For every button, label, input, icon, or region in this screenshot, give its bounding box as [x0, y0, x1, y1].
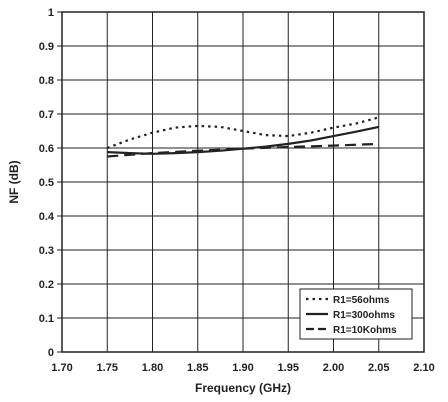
y-tick-labels: 0 0.1 0.2 0.3 0.4 0.5 0.6 0.7 0.8 0.9 1	[39, 7, 55, 359]
x-tick-label: 1.70	[51, 362, 72, 374]
legend: R1=56ohms R1=300ohms R1=10Kohms	[299, 288, 413, 340]
x-axis-title: Frequency (GHz)	[195, 381, 291, 395]
x-tick-label: 2.00	[323, 362, 344, 374]
x-tick-label: 2.10	[413, 362, 434, 374]
series-line-3	[107, 142, 379, 158]
series-group	[106, 116, 379, 158]
x-tick-label: 1.80	[142, 362, 163, 374]
y-tick-label: 0.2	[39, 279, 54, 291]
x-tick-label: 1.90	[232, 362, 253, 374]
x-tick-label: 2.05	[368, 362, 389, 374]
y-tick-label: 0	[48, 347, 54, 359]
y-tick-label: 0.3	[39, 245, 54, 257]
x-tick-label: 1.75	[97, 362, 118, 374]
y-axis-title: NF (dB)	[7, 160, 21, 203]
x-tick-label: 1.85	[187, 362, 208, 374]
series-line-2	[107, 125, 379, 155]
y-tick-label: 0.9	[39, 41, 54, 53]
x-tick-label: 1.95	[278, 362, 299, 374]
y-tick-label: 0.6	[39, 143, 54, 155]
y-tick-label: 0.4	[39, 211, 55, 223]
grid	[57, 11, 425, 353]
series-line-1	[106, 116, 379, 150]
y-tick-label: 0.1	[39, 313, 54, 325]
legend-label: R1=56ohms	[333, 295, 390, 306]
legend-label: R1=10Kohms	[333, 325, 397, 336]
y-tick-label: 0.8	[39, 75, 54, 87]
plot-area-frame	[61, 11, 425, 353]
x-tick-labels: 1.70 1.75 1.80 1.85 1.90 1.95 2.00 2.05 2.10	[51, 362, 434, 374]
y-tick-label: 0.7	[39, 109, 54, 121]
y-tick-label: 0.5	[39, 177, 54, 189]
legend-label: R1=300ohms	[333, 310, 395, 321]
y-tick-label: 1	[48, 7, 54, 19]
